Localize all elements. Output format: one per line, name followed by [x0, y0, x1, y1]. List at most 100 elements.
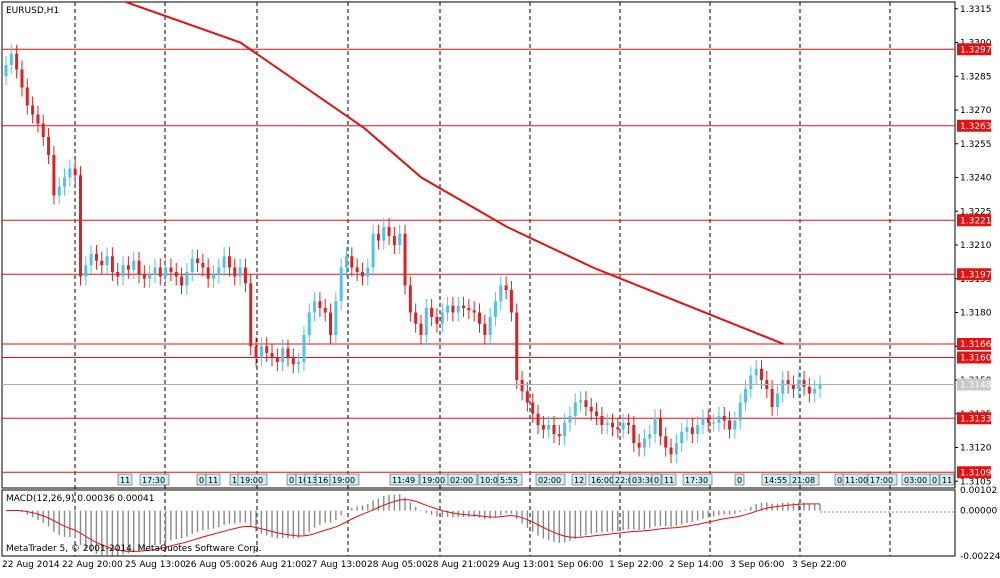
level-label-5: 1.3160 — [960, 354, 992, 364]
candle-body-144 — [770, 389, 774, 407]
candle-body-23 — [126, 265, 130, 270]
session-tag-26[interactable] — [789, 473, 820, 486]
session-tag-17[interactable] — [571, 473, 587, 486]
session-tag-10[interactable] — [329, 473, 360, 486]
macd-signal-line — [5, 498, 820, 552]
session-tag-21[interactable] — [651, 473, 662, 486]
candle-body-92 — [493, 301, 497, 317]
candle-body-86 — [462, 305, 466, 308]
candle-body-35 — [190, 258, 194, 272]
level-label-1: 1.3263 — [960, 122, 992, 132]
session-tag-label-3: 11 — [208, 476, 218, 485]
candle-body-120 — [642, 438, 646, 448]
level-label-4: 1.3166 — [960, 340, 992, 350]
session-tag-label-22: 11 — [664, 476, 674, 485]
price-tick-label-14: 1.3105 — [960, 477, 992, 487]
candle-body-148 — [791, 384, 795, 389]
session-tag-label-27: 0 — [837, 476, 842, 485]
session-tag-0[interactable] — [117, 473, 133, 486]
candle-body-100 — [536, 413, 540, 425]
session-tag-13[interactable] — [447, 473, 478, 486]
candle-body-146 — [781, 380, 785, 394]
session-tag-11[interactable] — [389, 473, 420, 486]
session-tag-15[interactable] — [497, 473, 523, 486]
candle-body-31 — [169, 267, 173, 272]
candle-body-81 — [435, 317, 439, 324]
candle-body-40 — [217, 267, 221, 275]
level-tag-1 — [957, 119, 991, 132]
candle-body-61 — [329, 312, 333, 335]
candle-body-56 — [302, 335, 306, 362]
candle-body-52 — [281, 348, 285, 362]
candle-body-38 — [206, 267, 210, 279]
time-label-6: 28 Aug 05:00 — [367, 560, 428, 570]
price-tick-label-3: 1.3270 — [960, 106, 992, 116]
candle-body-29 — [158, 267, 162, 277]
session-tag-5[interactable] — [237, 473, 268, 486]
session-tag-3[interactable] — [205, 473, 221, 486]
level-tag-5 — [957, 351, 991, 364]
session-tag-label-12: 19:00 — [422, 476, 445, 485]
candle-body-59 — [318, 301, 322, 308]
candle-body-55 — [297, 362, 301, 365]
level-tag-0 — [957, 43, 991, 56]
candle-body-124 — [664, 436, 668, 448]
price-tick-label-2: 1.3285 — [960, 72, 992, 82]
session-tag-24[interactable] — [734, 473, 745, 486]
candle-body-39 — [211, 274, 215, 279]
candle-body-49 — [265, 346, 269, 353]
horizontal-levels[interactable] — [2, 48, 955, 473]
candle-body-36 — [196, 258, 200, 263]
candle-body-129 — [690, 427, 694, 434]
candle-body-128 — [685, 427, 689, 432]
candle-body-88 — [472, 310, 476, 313]
candle-body-132 — [706, 418, 710, 423]
session-tag-32[interactable] — [939, 473, 955, 486]
candle-body-134 — [717, 416, 721, 423]
candle-body-138 — [738, 402, 742, 421]
candle-body-0 — [4, 65, 8, 77]
candle-body-127 — [680, 431, 684, 443]
level-tag-6 — [957, 412, 991, 425]
candle-body-107 — [573, 402, 577, 416]
candle-body-67 — [360, 272, 364, 277]
session-tag-16[interactable] — [535, 473, 566, 486]
session-tag-label-14: 10:00 — [480, 476, 503, 485]
session-tag-29[interactable] — [867, 473, 898, 486]
price-panel[interactable] — [1, 1, 956, 489]
time-label-7: 28 Aug 21:00 — [427, 560, 488, 570]
candle-body-151 — [807, 386, 811, 394]
candle-body-42 — [227, 256, 231, 268]
session-tag-label-1: 17:30 — [142, 476, 165, 485]
candle-body-57 — [307, 312, 311, 335]
macd-tick-label-1: 0.00000 — [960, 507, 997, 517]
session-tag-22[interactable] — [661, 473, 677, 486]
session-tag-1[interactable] — [139, 473, 170, 486]
candle-body-136 — [728, 420, 732, 430]
session-tag-label-24: 0 — [737, 476, 742, 485]
session-tag-label-21: 0 — [654, 476, 659, 485]
candle-body-103 — [552, 425, 556, 434]
candle-body-117 — [626, 422, 630, 425]
candle-body-115 — [616, 427, 620, 430]
candle-body-37 — [201, 263, 205, 268]
candle-body-9 — [52, 155, 56, 196]
candle-body-51 — [275, 357, 279, 362]
candle-body-122 — [653, 418, 657, 434]
candle-body-17 — [94, 254, 98, 261]
candle-body-65 — [350, 256, 354, 268]
candle-body-75 — [403, 233, 407, 286]
session-tag-23[interactable] — [682, 473, 713, 486]
session-tag-label-18: 16:00 — [591, 476, 614, 485]
price-tick-label-4: 1.3255 — [960, 140, 992, 150]
session-tag-label-7: 10 — [298, 476, 308, 485]
session-tag-31[interactable] — [929, 473, 940, 486]
time-label-10: 1 Sep 22:00 — [609, 560, 664, 570]
candle-body-99 — [531, 402, 535, 414]
candle-body-118 — [632, 425, 636, 443]
candle-body-77 — [414, 312, 418, 324]
time-label-0: 22 Aug 2014 — [2, 560, 60, 570]
time-label-5: 27 Aug 13:00 — [306, 560, 367, 570]
